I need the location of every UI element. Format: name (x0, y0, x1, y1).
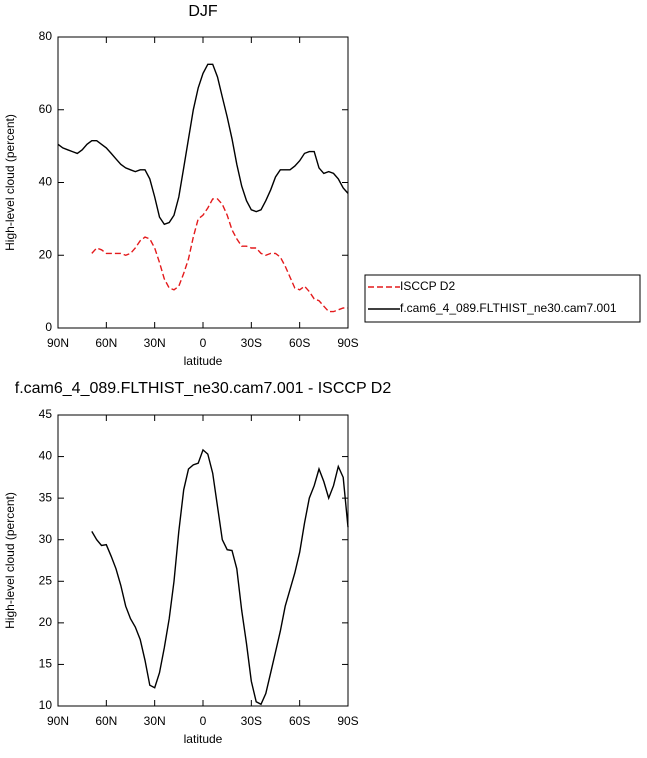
legend-label: f.cam6_4_089.FLTHIST_ne30.cam7.001 (400, 301, 617, 315)
x-axis-label: latitude (184, 732, 223, 746)
y-tick-label: 0 (45, 320, 52, 334)
y-tick-label: 25 (39, 573, 53, 587)
y-tick-label: 60 (39, 102, 53, 116)
y-axis-label: High-level cloud (percent) (3, 114, 17, 251)
y-axis-label: High-level cloud (percent) (3, 492, 17, 629)
x-tick-label: 60S (289, 336, 310, 350)
y-tick-label: 40 (39, 175, 53, 189)
y-tick-label: 40 (39, 449, 53, 463)
y-tick-label: 20 (39, 247, 53, 261)
y-tick-label: 10 (39, 698, 53, 712)
y-tick-label: 30 (39, 532, 53, 546)
y-tick-label: 80 (39, 29, 53, 43)
x-tick-label: 60N (95, 336, 117, 350)
x-tick-label: 90N (47, 714, 69, 728)
legend-box (364, 274, 641, 323)
x-tick-label: 90S (337, 714, 358, 728)
x-tick-label: 90N (47, 336, 69, 350)
x-tick-label: 30S (241, 714, 262, 728)
data-line (91, 198, 348, 313)
x-tick-label: 30N (144, 336, 166, 350)
legend-label: ISCCP D2 (400, 279, 455, 293)
x-tick-label: 0 (200, 714, 207, 728)
x-tick-label: 60N (95, 714, 117, 728)
x-axis-label: latitude (184, 354, 223, 368)
plot-frame (57, 36, 349, 329)
plot-frame (57, 414, 349, 707)
data-line (91, 448, 349, 706)
y-tick-label: 15 (39, 657, 53, 671)
x-tick-label: 30N (144, 714, 166, 728)
chart-title: f.cam6_4_089.FLTHIST_ne30.cam7.001 - ISC… (15, 380, 392, 397)
x-tick-label: 60S (289, 714, 310, 728)
y-tick-label: 35 (39, 490, 53, 504)
x-tick-label: 30S (241, 336, 262, 350)
x-tick-label: 0 (200, 336, 207, 350)
y-tick-label: 20 (39, 615, 53, 629)
x-tick-label: 90S (337, 336, 358, 350)
chart-title: DJF (188, 3, 218, 20)
data-line (57, 63, 349, 226)
y-tick-label: 45 (39, 407, 53, 421)
